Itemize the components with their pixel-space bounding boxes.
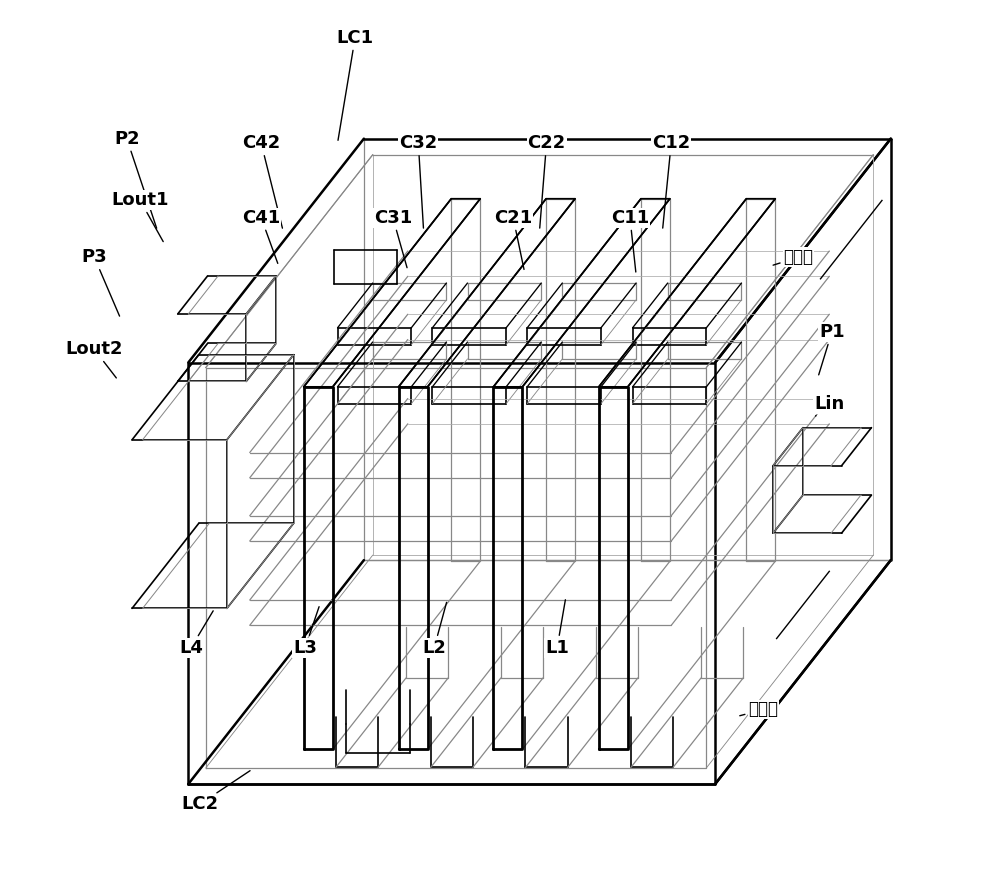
- Text: C12: C12: [652, 134, 690, 228]
- Text: P2: P2: [114, 129, 157, 228]
- Text: C31: C31: [374, 209, 412, 268]
- Text: C22: C22: [527, 134, 566, 228]
- Text: C11: C11: [611, 209, 649, 272]
- Text: P1: P1: [819, 323, 845, 375]
- Text: Lout1: Lout1: [111, 191, 169, 242]
- Text: Lin: Lin: [814, 395, 844, 416]
- Text: LC2: LC2: [181, 771, 250, 814]
- Text: LC1: LC1: [337, 29, 374, 140]
- Text: C32: C32: [399, 134, 437, 228]
- Text: L2: L2: [422, 602, 447, 657]
- Text: L3: L3: [293, 607, 319, 657]
- Text: L1: L1: [545, 599, 569, 657]
- Text: Lout2: Lout2: [66, 341, 123, 378]
- Text: 接地端: 接地端: [773, 248, 814, 266]
- Text: 接地端: 接地端: [740, 700, 778, 718]
- Text: C42: C42: [242, 134, 282, 228]
- Text: C21: C21: [494, 209, 532, 269]
- Text: C41: C41: [242, 209, 280, 263]
- Text: P3: P3: [82, 248, 120, 316]
- Text: L4: L4: [179, 611, 213, 657]
